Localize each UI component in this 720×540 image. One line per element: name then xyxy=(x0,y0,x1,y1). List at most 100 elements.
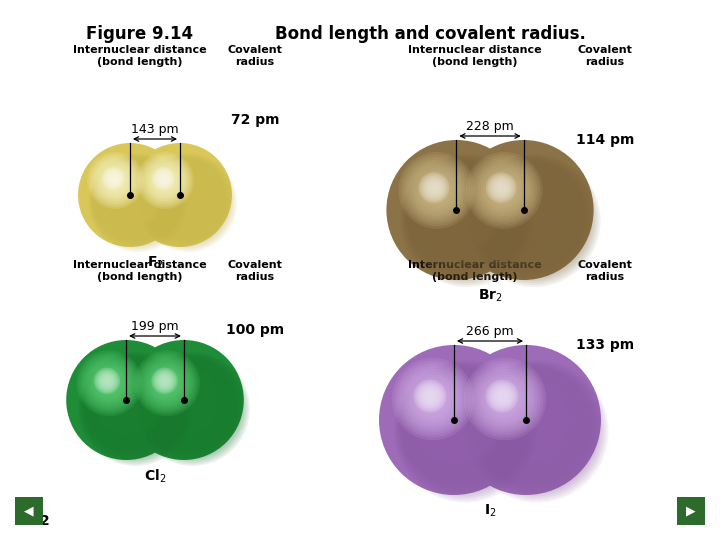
Circle shape xyxy=(87,361,172,446)
Circle shape xyxy=(148,163,183,198)
Circle shape xyxy=(140,156,233,248)
Circle shape xyxy=(153,369,176,393)
Circle shape xyxy=(434,188,439,193)
Text: Bond length and covalent radius.: Bond length and covalent radius. xyxy=(274,25,585,43)
Circle shape xyxy=(413,380,446,413)
Circle shape xyxy=(146,161,184,199)
Circle shape xyxy=(483,377,572,465)
Circle shape xyxy=(85,359,177,451)
Circle shape xyxy=(140,156,190,205)
Circle shape xyxy=(114,179,117,183)
Circle shape xyxy=(475,162,583,269)
Circle shape xyxy=(477,372,533,427)
Circle shape xyxy=(143,157,228,244)
Text: 133 pm: 133 pm xyxy=(576,338,634,352)
Circle shape xyxy=(472,366,538,432)
Circle shape xyxy=(91,156,140,205)
Circle shape xyxy=(409,375,503,469)
Circle shape xyxy=(415,169,500,254)
Circle shape xyxy=(87,152,144,209)
Circle shape xyxy=(490,383,514,408)
Circle shape xyxy=(108,173,119,184)
Circle shape xyxy=(82,356,184,458)
Circle shape xyxy=(145,361,189,405)
Circle shape xyxy=(150,165,213,228)
Circle shape xyxy=(481,167,527,213)
Circle shape xyxy=(97,371,117,391)
Circle shape xyxy=(163,379,171,388)
Circle shape xyxy=(150,366,218,435)
Circle shape xyxy=(484,378,570,463)
Circle shape xyxy=(88,362,171,444)
Circle shape xyxy=(93,158,177,242)
Circle shape xyxy=(423,176,446,199)
Circle shape xyxy=(470,157,595,281)
Circle shape xyxy=(81,355,186,460)
Circle shape xyxy=(136,352,250,466)
Circle shape xyxy=(482,168,570,256)
Circle shape xyxy=(398,152,475,229)
Circle shape xyxy=(486,172,517,203)
Circle shape xyxy=(397,363,531,496)
Circle shape xyxy=(405,370,514,480)
Circle shape xyxy=(480,166,574,260)
Circle shape xyxy=(140,357,194,410)
Circle shape xyxy=(100,165,161,226)
Circle shape xyxy=(138,153,237,252)
Circle shape xyxy=(139,154,235,251)
Circle shape xyxy=(401,154,473,226)
Circle shape xyxy=(481,167,572,258)
Circle shape xyxy=(93,158,138,204)
Circle shape xyxy=(407,160,520,274)
Circle shape xyxy=(482,169,568,254)
Circle shape xyxy=(407,373,508,474)
Circle shape xyxy=(84,357,181,455)
Circle shape xyxy=(138,355,196,412)
Circle shape xyxy=(156,171,171,186)
Circle shape xyxy=(469,156,597,283)
Circle shape xyxy=(105,379,114,388)
Circle shape xyxy=(488,382,521,415)
Circle shape xyxy=(379,345,529,495)
Circle shape xyxy=(408,162,465,219)
Circle shape xyxy=(408,162,516,269)
Circle shape xyxy=(108,173,123,188)
Circle shape xyxy=(409,163,514,268)
Circle shape xyxy=(151,368,178,394)
Circle shape xyxy=(478,372,582,476)
Circle shape xyxy=(147,363,186,403)
Circle shape xyxy=(471,157,537,224)
Circle shape xyxy=(474,368,592,486)
Circle shape xyxy=(402,156,529,283)
Circle shape xyxy=(467,361,544,437)
Circle shape xyxy=(400,154,534,287)
Circle shape xyxy=(494,180,514,201)
Circle shape xyxy=(421,175,452,206)
Circle shape xyxy=(154,370,180,396)
Text: 199 pm: 199 pm xyxy=(131,320,179,333)
Circle shape xyxy=(417,171,497,251)
Circle shape xyxy=(485,380,518,413)
Circle shape xyxy=(143,159,226,241)
Circle shape xyxy=(497,391,513,407)
Circle shape xyxy=(454,140,593,280)
Circle shape xyxy=(112,177,120,184)
Circle shape xyxy=(147,162,219,234)
Circle shape xyxy=(89,154,142,207)
Circle shape xyxy=(483,170,566,252)
Circle shape xyxy=(483,170,525,211)
Circle shape xyxy=(411,165,462,216)
Circle shape xyxy=(396,362,532,498)
Circle shape xyxy=(403,157,470,224)
Circle shape xyxy=(136,353,198,414)
Circle shape xyxy=(96,161,135,199)
Circle shape xyxy=(91,366,163,436)
Circle shape xyxy=(78,352,192,466)
Circle shape xyxy=(491,385,518,413)
Circle shape xyxy=(424,178,449,203)
Circle shape xyxy=(143,359,235,451)
Circle shape xyxy=(145,160,222,237)
Circle shape xyxy=(107,381,112,386)
Circle shape xyxy=(134,350,200,416)
Circle shape xyxy=(148,364,222,438)
